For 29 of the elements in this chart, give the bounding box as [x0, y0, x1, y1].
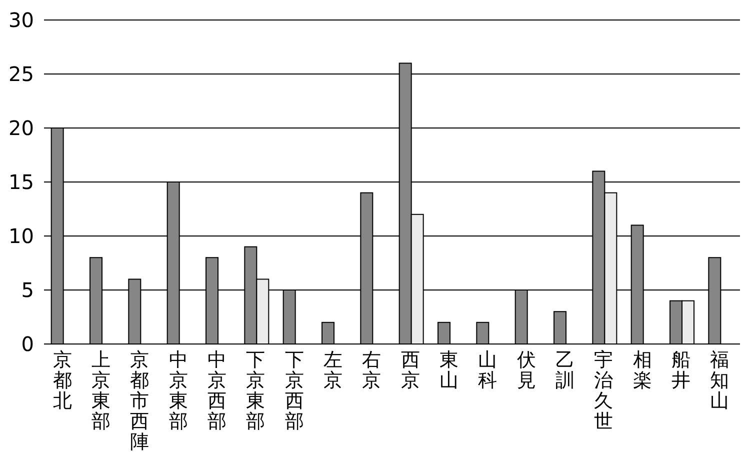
x-tick-label: 京都市西陣 [130, 349, 150, 453]
x-tick-label: 福知山 [710, 349, 730, 412]
y-tick-label: 30 [8, 8, 34, 32]
x-tick-label: 京都北 [52, 349, 72, 412]
x-tick-label: 下京東部 [246, 349, 266, 432]
x-tick-label: 船井 [672, 349, 690, 392]
bar [438, 322, 450, 344]
x-tick-label: 下京西部 [284, 349, 304, 432]
x-tick-label: 伏見 [516, 349, 536, 392]
x-tick-label: 宇治久世 [594, 349, 614, 432]
x-tick-label: 右京 [362, 349, 382, 392]
x-tick-label: 乙訓 [556, 349, 574, 392]
x-tick-label: 上京東部 [92, 349, 110, 432]
x-tick-label: 左京 [324, 349, 342, 392]
x-tick-label: 山科 [478, 349, 498, 392]
bar [554, 311, 566, 344]
y-tick-label: 20 [8, 116, 34, 140]
x-tick-label: 東山 [440, 349, 458, 392]
x-tick-label: 中京西部 [208, 349, 226, 432]
y-tick-label: 0 [21, 332, 34, 356]
x-tick-label: 中京東部 [168, 349, 188, 432]
y-tick-label: 5 [21, 278, 34, 302]
y-tick-label: 10 [8, 224, 34, 248]
y-tick-label: 15 [8, 170, 34, 194]
y-tick-label: 25 [8, 62, 34, 86]
x-tick-label: 相楽 [632, 349, 652, 392]
bar [322, 322, 334, 344]
bar [476, 322, 490, 344]
x-tick-label: 西京 [400, 349, 420, 392]
